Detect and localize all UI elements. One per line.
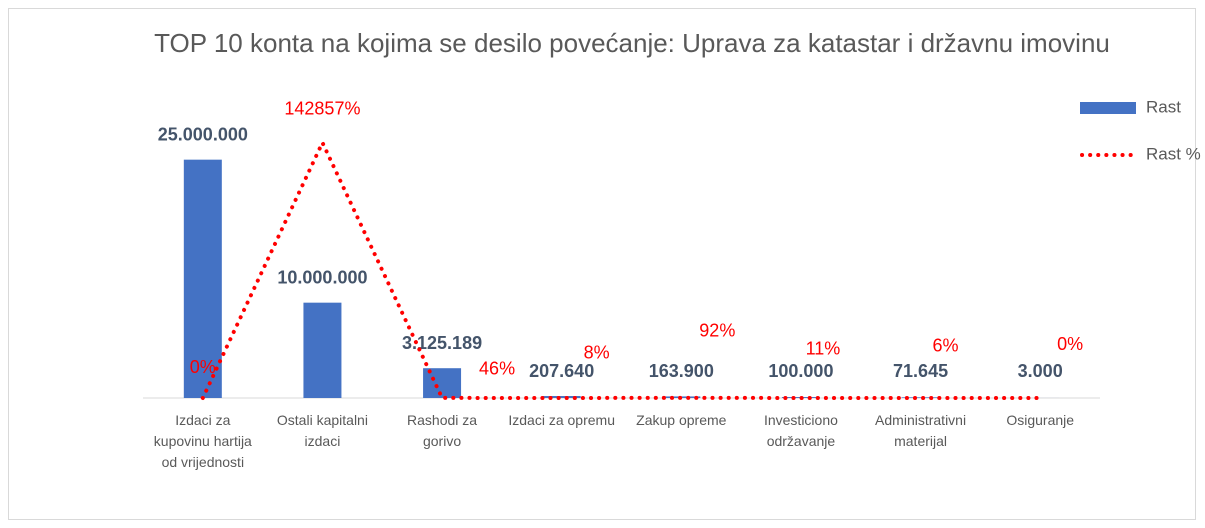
x-tick-label: Ostali kapitalni izdaci — [276, 412, 368, 449]
line-label: 11% — [806, 339, 841, 359]
line — [200, 137, 1043, 400]
x-tick-label: Izdaci za kupovinu hartija od vrijednost… — [153, 412, 252, 470]
legend-label: Rast — [1146, 97, 1181, 116]
line-label: 46% — [479, 359, 515, 379]
bar-label: 71.645 — [893, 361, 948, 381]
bar-label: 3.000 — [1018, 361, 1063, 381]
bar — [542, 396, 581, 398]
x-tick-label: Rashodi za gorivo — [407, 412, 478, 449]
x-tick-label: Osiguranje — [1006, 412, 1075, 428]
line-label: 0% — [190, 357, 216, 377]
bar-label: 163.900 — [649, 361, 714, 381]
x-tick-label: Zakup opreme — [636, 412, 727, 428]
x-tick-label: Administrativni materijal — [875, 412, 967, 449]
line-label: 142857% — [284, 98, 360, 118]
bar-label: 207.640 — [529, 361, 594, 381]
chart-border — [8, 8, 1196, 520]
legend-label: Rast % — [1146, 144, 1201, 163]
bar — [303, 302, 342, 398]
bar-label: 100.000 — [768, 361, 833, 381]
bar-label: 25.000.000 — [158, 124, 248, 144]
line-label: 8% — [584, 343, 610, 363]
line-label: 92% — [699, 321, 735, 341]
bar — [901, 397, 940, 398]
line-label: 6% — [933, 336, 959, 356]
legend-swatch — [1080, 102, 1136, 114]
chart-title: TOP 10 konta na kojima se desilo povećan… — [154, 28, 1110, 58]
x-tick-label: Izdaci za opremu — [508, 412, 615, 428]
bar-label: 10.000.000 — [277, 267, 367, 287]
x-tick-label: Investiciono održavanje — [763, 412, 838, 449]
bar-label: 3.125.189 — [402, 333, 482, 353]
bar — [183, 159, 222, 398]
line-label: 0% — [1057, 334, 1083, 354]
